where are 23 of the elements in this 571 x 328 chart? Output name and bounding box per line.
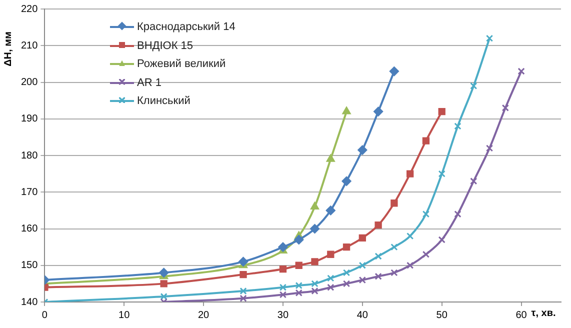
y-axis-title: ΔH, мм bbox=[2, 32, 14, 66]
y-tick-label: 160 bbox=[20, 224, 38, 234]
legend-label: Краснодарський 14 bbox=[137, 20, 236, 35]
y-tick-label: 190 bbox=[20, 114, 38, 125]
legend-label: Рожевий великий bbox=[137, 57, 226, 72]
y-tick-label: 200 bbox=[20, 77, 38, 88]
legend-label: AR 1 bbox=[137, 76, 162, 90]
y-tick-label: 150 bbox=[20, 260, 38, 272]
x-tick-label: 50 bbox=[436, 310, 448, 321]
y-tick-label: 210 bbox=[20, 40, 38, 52]
x-tick-label: 0 bbox=[42, 310, 48, 321]
x-axis-title: τ, хв. bbox=[531, 308, 556, 319]
y-tick-label: 140 bbox=[20, 296, 38, 308]
y-tick-label: 170 bbox=[20, 186, 38, 198]
x-tick-label: 10 bbox=[118, 310, 130, 321]
legend-label: ВНДІОК 15 bbox=[137, 38, 194, 54]
legend-label: Клинський bbox=[137, 94, 190, 109]
x-tick-label: 30 bbox=[277, 310, 289, 321]
y-tick-label: 220 bbox=[20, 4, 38, 15]
x-tick-label: 20 bbox=[198, 310, 210, 321]
x-tick-label: 60 bbox=[516, 310, 528, 321]
x-tick-label: 40 bbox=[356, 310, 368, 321]
y-tick-label: 180 bbox=[20, 150, 38, 162]
